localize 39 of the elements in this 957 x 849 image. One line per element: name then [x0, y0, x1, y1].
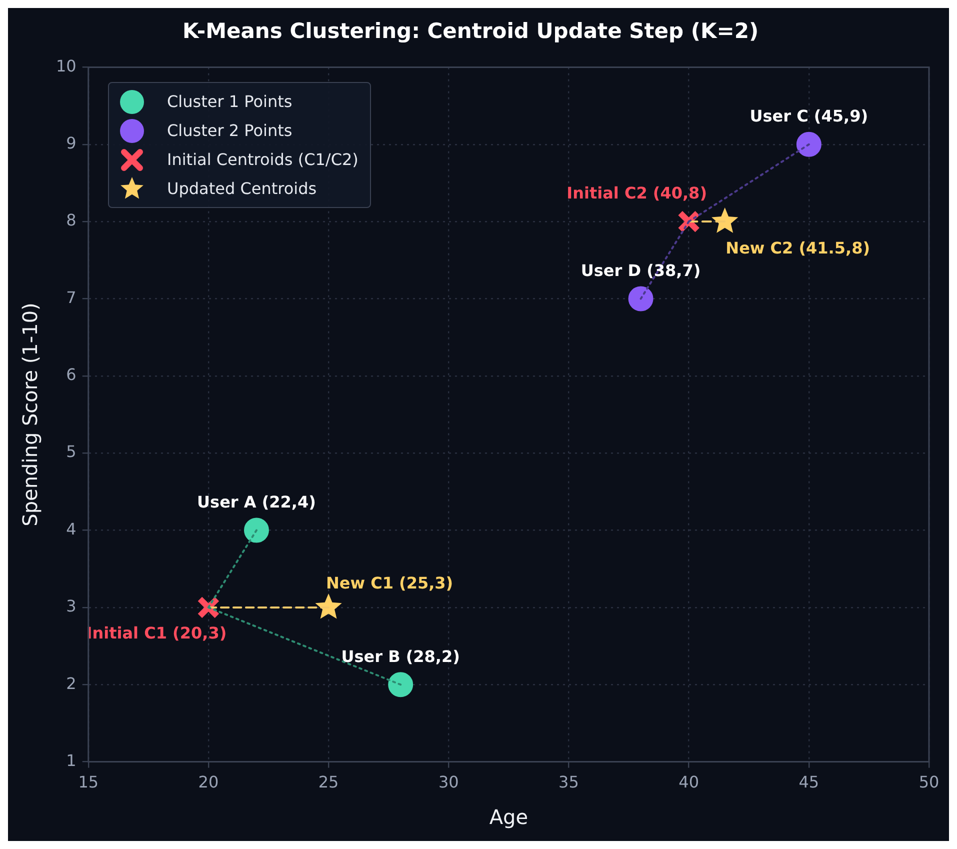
legend-label: Cluster 2 Points [167, 121, 292, 140]
point [796, 132, 822, 157]
y-tick-label: 3 [66, 596, 76, 616]
legend-label: Updated Centroids [167, 179, 317, 198]
y-axis-title: Spending Score (1-10) [18, 302, 42, 526]
legend-label: Initial Centroids (C1/C2) [167, 150, 358, 169]
x-tick-label: 35 [558, 772, 579, 792]
x-tick-label: 15 [78, 772, 99, 792]
y-tick-label: 8 [66, 210, 76, 230]
x-tick-label: 45 [798, 772, 820, 792]
chart-title: K-Means Clustering: Centroid Update Step (K=2) [182, 19, 759, 44]
y-tick-label: 1 [66, 750, 76, 770]
annotation: New C2 (41.5,8) [726, 238, 870, 258]
annotation: Initial C1 (20,3) [86, 624, 227, 643]
y-tick-label: 4 [66, 519, 76, 538]
y-tick-label: 2 [66, 674, 76, 693]
x-tick-label: 20 [198, 772, 219, 792]
point [628, 286, 654, 312]
x-tick-label: 30 [438, 772, 459, 792]
y-tick-label: 9 [66, 134, 76, 153]
annotation: New C1 (25,3) [326, 574, 454, 593]
point [244, 518, 269, 543]
annotation: User C (45,9) [750, 106, 868, 126]
annotation: User B (28,2) [341, 646, 460, 666]
legend-label: Cluster 1 Points [167, 92, 292, 111]
y-tick-label: 10 [56, 56, 76, 76]
x-axis-title: Age [489, 805, 528, 830]
x-tick-label: 50 [918, 772, 940, 792]
annotation: User D (38,7) [580, 260, 701, 280]
y-tick-label: 7 [66, 288, 76, 307]
x-tick-label: 40 [678, 772, 699, 792]
x-tick-label: 25 [318, 772, 339, 792]
point [388, 672, 414, 698]
point [712, 208, 738, 233]
y-tick-label: 6 [66, 365, 76, 384]
point [315, 593, 342, 619]
annotation: Initial C2 (40,8) [566, 184, 707, 203]
y-tick-label: 5 [66, 442, 76, 462]
annotation: User A (22,4) [197, 492, 316, 512]
